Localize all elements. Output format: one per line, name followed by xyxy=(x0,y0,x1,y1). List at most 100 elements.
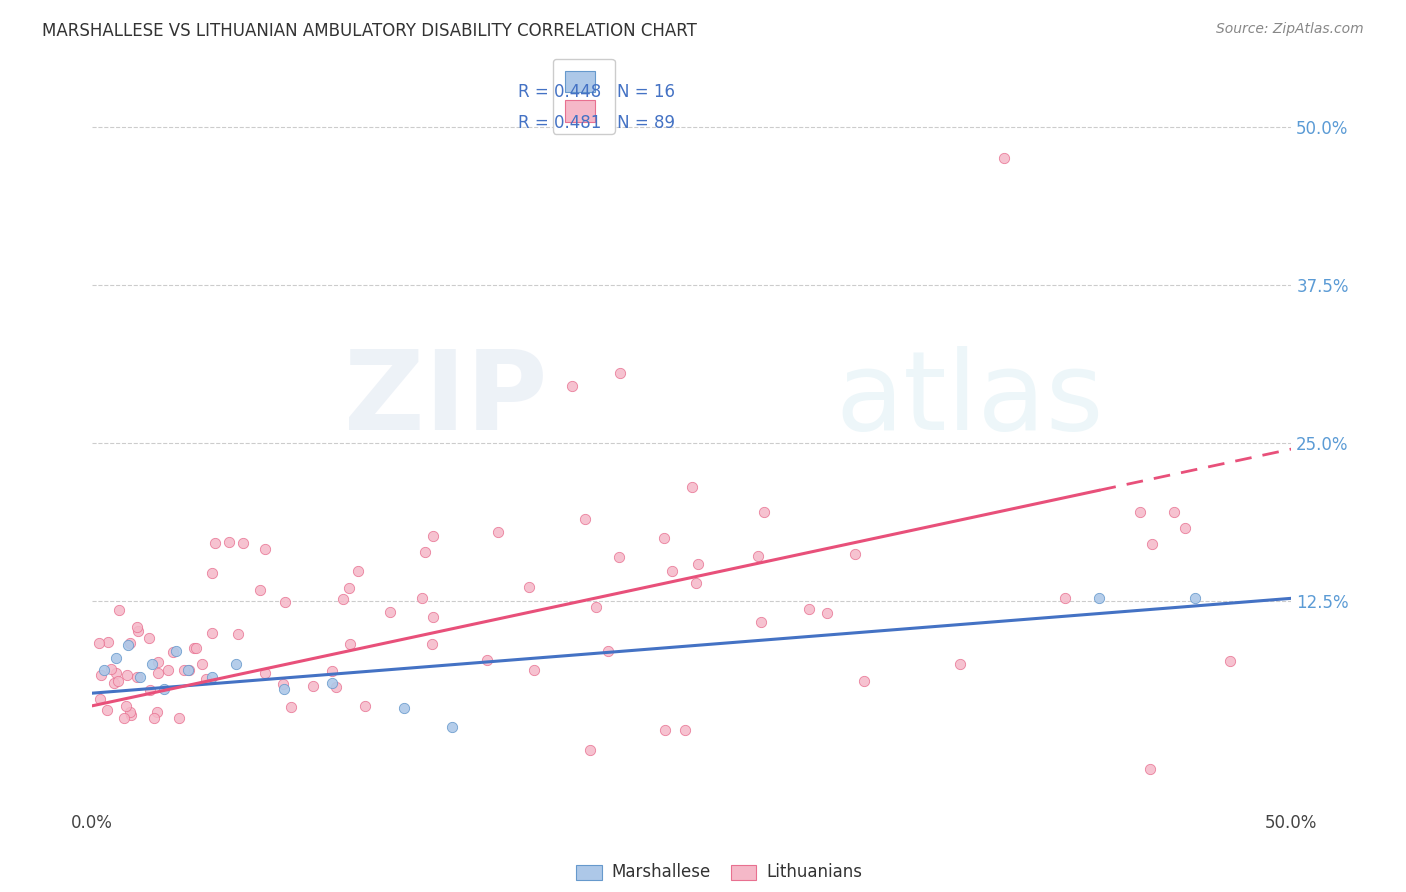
Point xyxy=(177,664,200,678)
Point xyxy=(392,701,415,715)
Point xyxy=(574,512,596,526)
Text: MARSHALLESE VS LITHUANIAN AMBULATORY DISABILITY CORRELATION CHART: MARSHALLESE VS LITHUANIAN AMBULATORY DIS… xyxy=(42,22,697,40)
Point xyxy=(249,583,271,598)
Point xyxy=(523,663,546,677)
Point xyxy=(138,631,160,645)
Point xyxy=(339,637,361,651)
Point xyxy=(108,603,131,617)
Point xyxy=(337,581,360,595)
Point xyxy=(218,534,240,549)
Point xyxy=(183,640,205,655)
Point xyxy=(1174,521,1197,535)
Point xyxy=(1053,591,1076,606)
Point xyxy=(1129,505,1152,519)
Point xyxy=(146,705,169,719)
Text: R = 0.448   N = 16: R = 0.448 N = 16 xyxy=(517,84,675,102)
Point xyxy=(422,609,444,624)
Point xyxy=(799,602,821,616)
Point xyxy=(844,548,866,562)
Point xyxy=(114,698,136,713)
Point xyxy=(162,645,184,659)
Point xyxy=(173,664,195,678)
Point xyxy=(232,535,254,549)
Point xyxy=(747,549,769,563)
Point xyxy=(103,676,125,690)
Point xyxy=(1139,762,1161,776)
Point xyxy=(853,673,876,688)
Point xyxy=(1219,654,1241,668)
Point xyxy=(125,669,148,683)
Point xyxy=(107,673,129,688)
Point xyxy=(1088,591,1111,606)
Text: Lithuanians: Lithuanians xyxy=(766,863,862,881)
Point xyxy=(486,525,509,540)
Point xyxy=(585,599,607,614)
Point xyxy=(141,657,163,671)
Point xyxy=(332,592,354,607)
Point xyxy=(96,703,118,717)
Point xyxy=(273,682,295,697)
Point xyxy=(226,627,249,641)
Point xyxy=(112,711,135,725)
Point xyxy=(146,665,169,680)
Point xyxy=(475,653,498,667)
Point xyxy=(411,591,433,606)
Text: R = 0.481   N = 89: R = 0.481 N = 89 xyxy=(517,114,675,132)
Point xyxy=(225,657,247,671)
Point xyxy=(440,720,463,734)
Point xyxy=(143,711,166,725)
Text: atlas: atlas xyxy=(835,346,1104,453)
Point xyxy=(321,676,343,690)
Point xyxy=(100,662,122,676)
Point xyxy=(204,536,226,550)
Point xyxy=(179,663,201,677)
Point xyxy=(561,379,583,393)
Point xyxy=(253,542,276,557)
Point xyxy=(165,644,187,658)
Point xyxy=(120,707,142,722)
Point xyxy=(105,650,128,665)
Point xyxy=(1142,537,1164,551)
Text: ZIP: ZIP xyxy=(344,346,548,453)
Point xyxy=(274,595,297,609)
Point xyxy=(280,699,302,714)
Point xyxy=(186,641,208,656)
Point xyxy=(752,505,775,519)
Point xyxy=(201,626,224,640)
Point xyxy=(146,655,169,669)
Point xyxy=(1184,591,1206,606)
Point xyxy=(90,668,112,682)
Legend: , : , xyxy=(553,59,614,134)
Text: Source: ZipAtlas.com: Source: ZipAtlas.com xyxy=(1216,22,1364,37)
Point xyxy=(117,638,139,652)
Point xyxy=(302,680,325,694)
Point xyxy=(321,664,343,678)
Point xyxy=(422,529,444,543)
Point xyxy=(120,705,142,719)
Point xyxy=(167,710,190,724)
Point xyxy=(139,683,162,698)
Point xyxy=(609,366,631,380)
Point xyxy=(685,576,707,591)
Text: Marshallese: Marshallese xyxy=(612,863,711,881)
Point xyxy=(93,664,115,678)
Point xyxy=(596,644,619,658)
Y-axis label: Ambulatory Disability: Ambulatory Disability xyxy=(0,348,7,513)
Point xyxy=(413,545,436,559)
Point xyxy=(578,742,600,756)
Point xyxy=(815,606,838,620)
Point xyxy=(115,667,138,681)
Point xyxy=(129,670,152,684)
Point xyxy=(948,657,970,671)
Point xyxy=(156,663,179,677)
Point xyxy=(127,624,149,638)
Point xyxy=(127,620,149,634)
Point xyxy=(271,676,294,690)
Point xyxy=(654,723,676,737)
Point xyxy=(347,564,370,578)
Point xyxy=(1163,505,1185,519)
Point xyxy=(89,691,111,706)
Point xyxy=(97,635,120,649)
Point xyxy=(201,566,224,581)
Point xyxy=(104,666,127,681)
